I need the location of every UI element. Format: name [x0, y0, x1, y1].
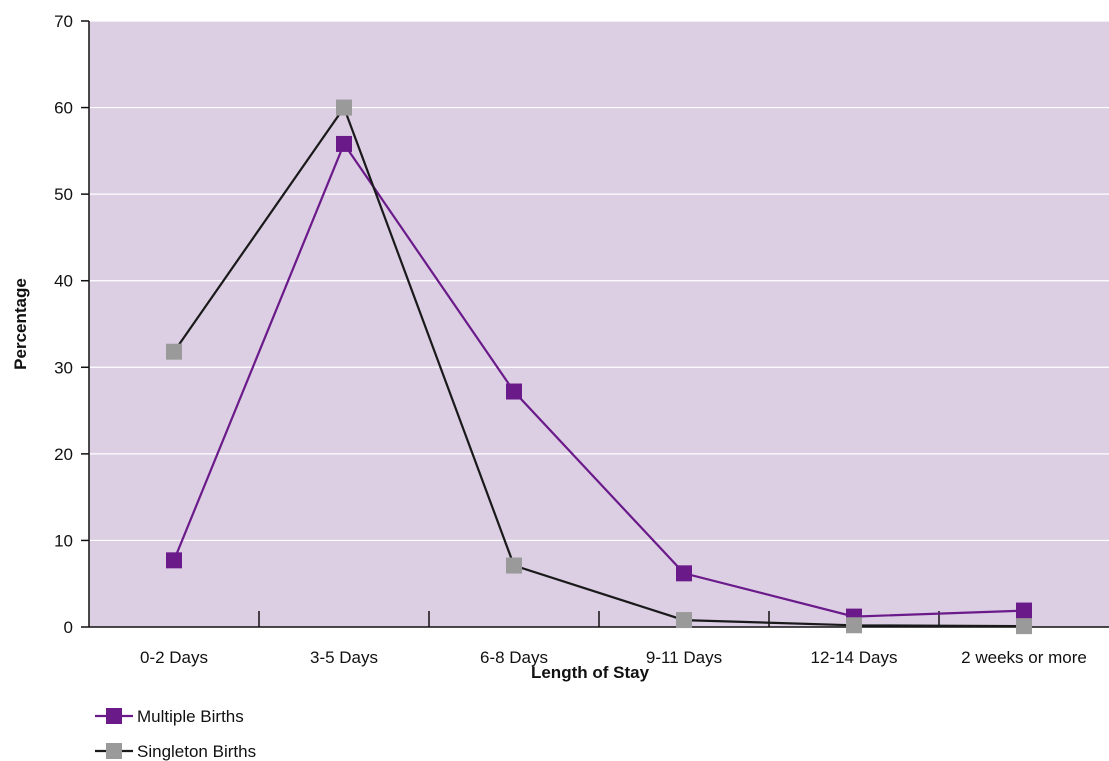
x-tick-label: 12-14 Days: [811, 648, 898, 667]
data-point-singleton-births: [166, 343, 182, 360]
y-tick-label: 50: [54, 185, 73, 204]
y-axis-title: Percentage: [11, 278, 30, 370]
data-point-singleton-births: [846, 617, 862, 634]
data-point-multiple-births: [336, 135, 352, 152]
y-tick-label: 60: [54, 99, 73, 118]
data-point-singleton-births: [676, 612, 692, 629]
plot-background: [89, 21, 1109, 627]
data-point-multiple-births: [506, 383, 522, 400]
x-tick-label: 6-8 Days: [480, 648, 548, 667]
data-point-singleton-births: [506, 557, 522, 574]
y-tick-label: 40: [54, 272, 73, 291]
series-line-singleton-births: [173, 105, 1025, 628]
legend-marker: [106, 743, 122, 759]
legend-item-singleton-births: Singleton Births: [95, 742, 256, 761]
x-tick-marks: [258, 611, 940, 627]
x-tick-labels: 0-2 Days 3-5 Days 6-8 Days 9-11 Days 12-14 D…: [140, 648, 1087, 667]
legend-label: Singleton Births: [137, 742, 256, 761]
legend-label: Multiple Births: [137, 707, 244, 726]
x-tick-label: 3-5 Days: [310, 648, 378, 667]
series-lines: [166, 99, 1032, 635]
x-tick-label: 0-2 Days: [140, 648, 208, 667]
x-tick-label: 9-11 Days: [646, 648, 722, 667]
data-point-singleton-births: [1016, 618, 1032, 635]
y-tick-labels: 0 10 20 30 40 50 60 70: [54, 12, 73, 637]
y-tick-label: 10: [54, 531, 73, 550]
gridlines: [81, 20, 1109, 628]
legend-marker: [106, 708, 122, 724]
series-line-multiple-births: [172, 141, 1025, 618]
y-tick-label: 30: [54, 358, 73, 377]
data-point-singleton-births: [336, 99, 352, 116]
data-point-multiple-births: [1016, 602, 1032, 619]
x-tick-label: 2 weeks or more: [961, 648, 1087, 667]
legend-item-multiple-births: Multiple Births: [95, 707, 244, 726]
y-tick-label: 20: [54, 445, 73, 464]
y-tick-label: 0: [64, 618, 73, 637]
data-point-multiple-births: [676, 565, 692, 582]
x-axis-title: Length of Stay: [531, 663, 650, 682]
y-tick-label: 70: [54, 12, 73, 31]
legend: Multiple Births Singleton Births: [95, 707, 256, 761]
data-point-multiple-births: [166, 552, 182, 569]
